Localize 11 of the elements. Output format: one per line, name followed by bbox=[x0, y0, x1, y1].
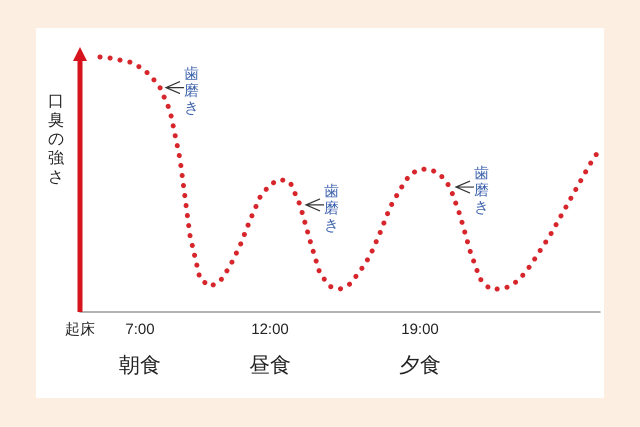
x-tick-label: 7:00 bbox=[125, 321, 155, 338]
text: 朝食 bbox=[119, 354, 161, 377]
y-axis-title: 口臭の強さ bbox=[48, 93, 64, 186]
text: 夕食 bbox=[399, 354, 441, 377]
annotation: 歯磨き bbox=[184, 66, 199, 117]
text: 昼食 bbox=[249, 354, 291, 377]
annotation: 歯磨き bbox=[474, 165, 489, 216]
annotation: 歯磨き bbox=[324, 182, 339, 234]
x-tick-label: 起床 bbox=[65, 321, 95, 338]
x-tick-label: 19:00 bbox=[401, 321, 439, 338]
x-tick-label: 12:00 bbox=[251, 321, 289, 338]
